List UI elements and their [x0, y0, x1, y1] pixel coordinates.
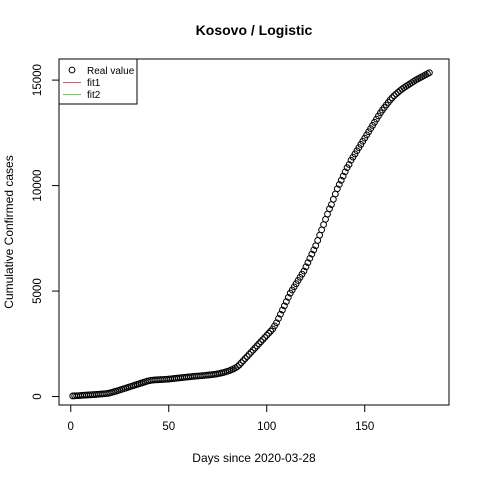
data-point	[253, 342, 261, 350]
data-point	[249, 346, 257, 354]
data-point	[392, 90, 400, 98]
legend-box	[58, 58, 138, 105]
data-point	[345, 161, 353, 168]
x-tick-label: 150	[355, 421, 374, 433]
data-point	[233, 363, 241, 371]
data-point	[237, 359, 245, 367]
data-point	[279, 306, 286, 314]
legend-label-real-value: Real value	[87, 66, 135, 77]
data-point	[241, 355, 249, 362]
data-point	[247, 348, 255, 356]
data-point	[426, 69, 433, 77]
y-axis-label: Cumulative Confirmed cases	[2, 155, 16, 308]
data-point	[275, 315, 282, 322]
y-tick-label: 5000	[32, 278, 44, 304]
data-point	[277, 310, 284, 318]
data-point	[245, 350, 253, 358]
x-axis: 0 50 100 150	[68, 404, 374, 433]
data-point	[284, 294, 292, 301]
data-point	[239, 357, 247, 365]
data-point	[243, 353, 251, 360]
y-tick-label: 0	[32, 393, 44, 399]
legend-marker-real-value	[68, 66, 76, 74]
data-point	[386, 96, 394, 104]
data-point	[302, 263, 310, 271]
data-point	[333, 185, 341, 193]
y-tick-label: 15000	[32, 64, 44, 96]
legend: Real value fit1 fit2	[58, 58, 138, 105]
legend-label-fit1: fit1	[87, 78, 101, 89]
x-axis-label: Days since 2020-03-28	[192, 451, 316, 465]
legend-label-fit2: fit2	[87, 90, 101, 101]
data-point	[261, 334, 269, 341]
y-tick-label: 10000	[32, 170, 44, 202]
x-tick-label: 0	[68, 421, 74, 433]
data-point	[257, 338, 265, 346]
y-axis: 0 5000 10000 15000	[32, 64, 60, 400]
data-point	[341, 168, 349, 176]
data-point	[335, 181, 343, 188]
data-point	[273, 319, 280, 327]
chart-title: Kosovo / Logistic	[196, 22, 313, 38]
data-point	[282, 298, 290, 306]
data-point	[255, 340, 263, 348]
data-point	[304, 259, 312, 266]
data-point	[280, 302, 288, 310]
x-tick-label: 50	[162, 421, 175, 433]
data-point	[306, 254, 314, 262]
data-point	[339, 172, 347, 180]
data-point	[235, 361, 243, 369]
data-point	[337, 176, 345, 184]
data-point	[267, 327, 275, 335]
data-point	[265, 329, 273, 337]
data-point	[259, 336, 267, 343]
data-points	[69, 69, 433, 400]
data-point	[326, 205, 333, 213]
x-tick-label: 100	[257, 421, 276, 433]
data-point	[300, 267, 308, 275]
data-point	[310, 246, 318, 254]
data-point	[251, 344, 259, 352]
data-point	[308, 250, 316, 258]
data-point	[263, 331, 271, 339]
data-point	[388, 94, 396, 102]
data-point	[390, 92, 398, 100]
